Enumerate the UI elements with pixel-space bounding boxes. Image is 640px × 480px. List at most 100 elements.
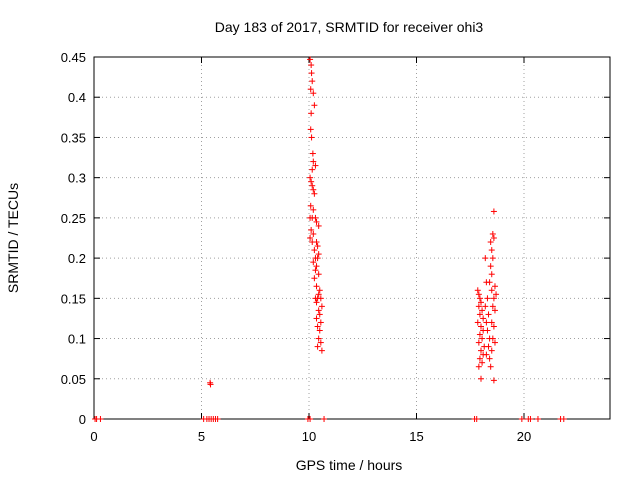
data-point (487, 239, 494, 246)
data-point (313, 283, 320, 290)
data-point (315, 251, 322, 258)
y-tick-label: 0.25 (61, 211, 86, 226)
data-point (313, 315, 320, 322)
data-point (310, 186, 317, 193)
data-point (313, 218, 320, 225)
data-point (482, 303, 489, 310)
grid-layer (94, 57, 610, 419)
data-point (490, 208, 497, 215)
x-tick-label: 0 (90, 429, 97, 444)
data-point (480, 315, 487, 322)
data-point (307, 174, 314, 181)
data-point (311, 275, 318, 282)
data-point (488, 247, 495, 254)
data-point (479, 307, 486, 314)
data-point (307, 416, 314, 422)
data-point (475, 339, 482, 346)
data-point (310, 259, 317, 266)
data-point (321, 416, 328, 422)
data-point (312, 267, 319, 274)
data-point (307, 202, 314, 209)
data-point (315, 222, 322, 229)
data-point (313, 263, 320, 270)
plot-frame (93, 56, 611, 420)
data-point (307, 235, 314, 241)
data-point (314, 343, 321, 350)
data-point (312, 162, 319, 169)
data-point (493, 291, 500, 298)
data-point (560, 416, 567, 422)
data-point (309, 78, 316, 85)
data-point (309, 182, 316, 189)
data-point (308, 178, 315, 185)
data-point (489, 230, 496, 237)
data-point (308, 62, 315, 69)
chart-title: Day 183 of 2017, SRMTID for receiver ohi… (215, 19, 484, 35)
data-point (490, 323, 497, 330)
data-point (489, 303, 496, 310)
data-point (308, 226, 315, 233)
y-tick-label: 0 (79, 412, 86, 427)
x-tick-label: 20 (517, 429, 531, 444)
data-point (314, 243, 321, 250)
data-point (474, 287, 481, 294)
data-point (518, 416, 525, 422)
data-point (482, 255, 489, 262)
data-point (312, 214, 319, 221)
data-point (485, 343, 492, 350)
points-layer (92, 56, 567, 422)
data-point (476, 331, 483, 338)
data-point (489, 255, 496, 262)
y-axis-label: SRMTID / TECUs (5, 183, 21, 293)
data-point (487, 363, 494, 370)
data-point (488, 319, 495, 326)
data-point (488, 287, 495, 294)
data-point (307, 56, 314, 63)
x-tick-label: 5 (198, 429, 205, 444)
y-tick-label: 0.35 (61, 130, 86, 145)
data-point (308, 110, 315, 117)
data-point (478, 375, 484, 382)
data-point (527, 416, 534, 422)
data-point (313, 299, 320, 306)
y-tick-label: 0.15 (61, 291, 86, 306)
data-point (313, 239, 320, 246)
data-point (316, 287, 323, 294)
data-point (314, 255, 321, 262)
data-point (315, 271, 322, 278)
data-point (486, 279, 493, 286)
data-point (307, 126, 314, 133)
data-point (490, 295, 497, 302)
data-point (318, 347, 325, 354)
data-point (310, 230, 317, 237)
data-point (474, 319, 481, 326)
y-tick-label: 0.05 (61, 372, 86, 387)
data-point (475, 303, 482, 310)
data-point (97, 416, 104, 422)
data-point (491, 339, 498, 346)
data-point (214, 416, 221, 422)
data-point (309, 150, 316, 157)
data-point (478, 323, 484, 330)
data-point (488, 271, 495, 278)
data-point (486, 355, 493, 362)
data-point (478, 299, 484, 306)
x-tick-label: 15 (409, 429, 423, 444)
data-point (475, 363, 482, 370)
data-point (479, 335, 486, 342)
data-point (473, 416, 480, 422)
data-point (314, 323, 321, 330)
data-point (310, 90, 317, 97)
data-point (476, 355, 483, 362)
data-point (491, 307, 498, 314)
data-point (534, 416, 541, 422)
y-tick-label: 0.45 (61, 50, 86, 65)
data-point (317, 295, 324, 302)
data-point (483, 319, 490, 326)
data-point (479, 359, 486, 366)
data-point (308, 70, 315, 77)
data-point (315, 335, 322, 342)
y-tick-label: 0.1 (68, 332, 86, 347)
data-point (476, 295, 483, 302)
